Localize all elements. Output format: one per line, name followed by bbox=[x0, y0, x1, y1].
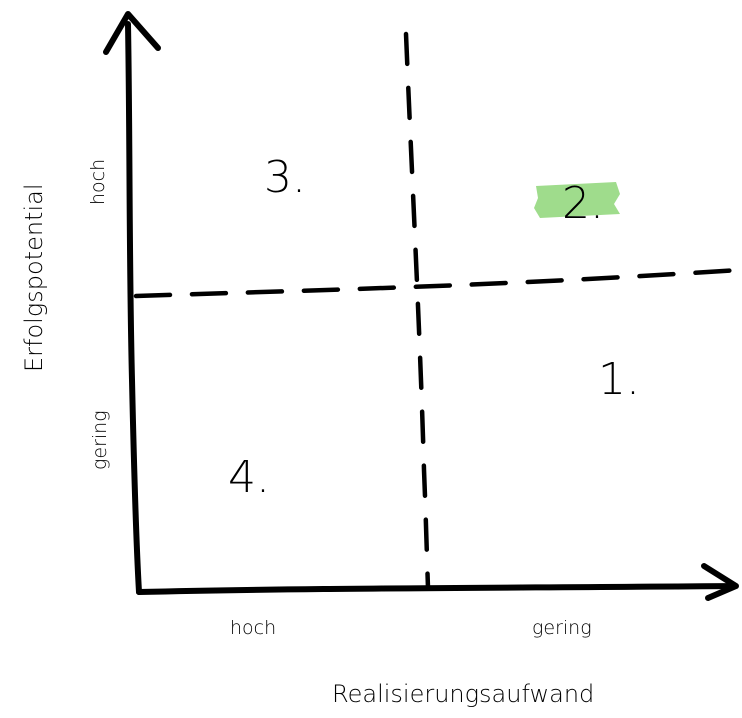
x-axis-high-end-label: gering bbox=[532, 617, 592, 639]
y-axis-arrowhead bbox=[103, 11, 161, 55]
quadrant-2-highlight bbox=[534, 182, 620, 218]
quadrant-2-label: 2. bbox=[562, 178, 604, 229]
y-axis-line bbox=[125, 21, 142, 595]
x-axis-arrowhead bbox=[701, 563, 739, 601]
vertical-divider bbox=[403, 31, 431, 591]
quadrant-4-label: 4. bbox=[228, 452, 270, 503]
quadrant-3-label: 3. bbox=[264, 152, 306, 203]
y-axis-low-label: gering bbox=[89, 410, 111, 470]
y-axis-title: Erfolgspotential bbox=[20, 184, 48, 373]
x-axis-title: Realisierungsaufwand bbox=[332, 680, 594, 708]
quadrant-1-label: 1. bbox=[598, 354, 640, 405]
x-axis-line bbox=[136, 583, 738, 595]
y-axis-high-label: hoch bbox=[87, 159, 109, 205]
horizontal-divider bbox=[133, 267, 741, 299]
x-axis-low-end-label: hoch bbox=[230, 617, 276, 639]
